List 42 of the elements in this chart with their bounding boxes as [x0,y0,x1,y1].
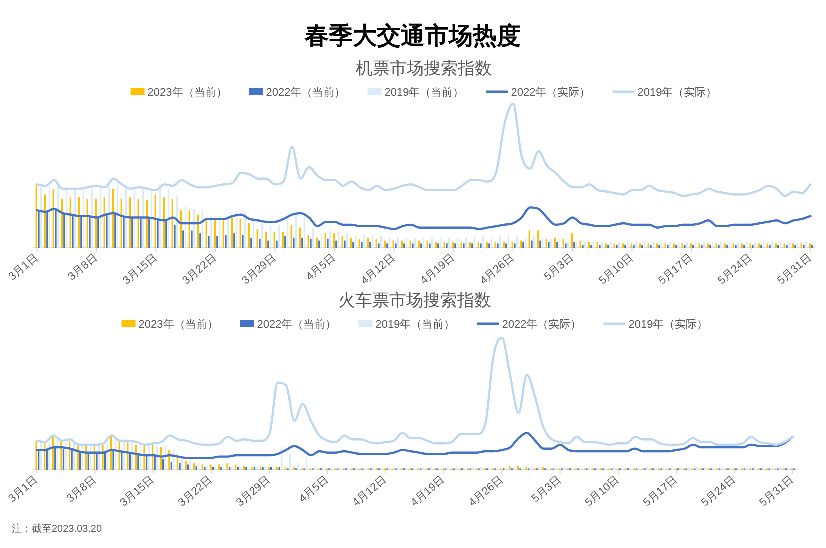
legend-label: 2019年（当前） [384,87,464,99]
x-tick-label: 4月19日 [418,252,458,288]
text: 注：截至2023.03.20 [12,523,102,535]
legend-label: 2023年（当前） [148,87,228,99]
x-tick-label: 5月3日 [530,474,564,506]
x-tick-label: 4月5日 [304,252,338,284]
legend-label: 2022年（当前） [257,319,337,331]
legend-label: 2023年（当前） [138,319,218,331]
chart-title: 春季大交通市场热度 [304,23,521,50]
legend-label: 2022年（实际） [502,318,582,331]
x-tick-label: 5月24日 [716,252,755,288]
x-tick-label: 3月8日 [64,474,99,506]
x-tick-label: 4月12日 [350,474,390,510]
x-tick-label: 5月10日 [583,474,622,510]
x-tick-label: 5月10日 [597,252,636,288]
x-tick-label: 3月1日 [6,252,41,284]
x-tick-label: 5月17日 [641,474,680,510]
chart-subtitle: 机票市场搜索指数 [356,59,492,78]
x-tick-label: 3月8日 [66,252,100,284]
x-tick-label: 4月5日 [297,474,332,506]
x-tick-label: 3月15日 [118,474,157,510]
x-tick-label: 5月31日 [758,474,796,510]
x-tick-label: 3月15日 [121,252,160,288]
chart-title: 火车票市场搜索指数 [338,291,492,310]
legend-label: 2019年（实际） [638,86,718,99]
x-tick-label: 5月17日 [656,252,696,288]
x-tick-label: 3月29日 [234,474,274,510]
x-tick-label: 4月26日 [478,252,517,288]
legend-label: 2019年（实际） [628,318,708,331]
x-tick-label: 5月31日 [776,252,814,288]
x-tick-label: 3月22日 [180,252,220,288]
x-tick-label: 5月24日 [700,474,738,510]
legend-label: 2022年（当前） [266,87,346,99]
x-tick-label: 4月26日 [466,474,506,510]
legend-label: 2022年（实际） [511,86,591,99]
x-tick-label: 3月22日 [176,474,215,510]
x-tick-label: 3月1日 [6,474,41,506]
x-tick-label: 3月29日 [240,252,279,288]
x-tick-label: 4月12日 [359,252,398,288]
legend-label: 2019年（当前） [376,319,456,331]
x-tick-label: 4月19日 [408,474,448,510]
x-tick-label: 5月3日 [542,252,576,284]
